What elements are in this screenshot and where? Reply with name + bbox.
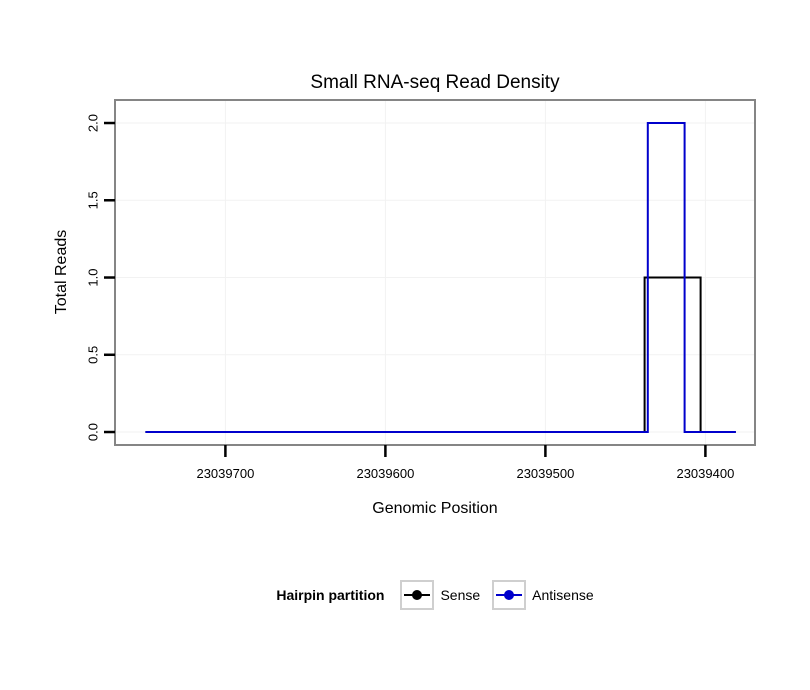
legend-label-sense: Sense xyxy=(440,587,481,603)
legend: Hairpin partition Sense Antisense xyxy=(115,578,755,612)
x-tick-label: 23039600 xyxy=(356,466,414,481)
legend-item-sense: Sense xyxy=(400,580,480,610)
legend-key-antisense xyxy=(492,580,527,610)
y-tick-label: 0.5 xyxy=(86,346,101,364)
legend-item-antisense: Antisense xyxy=(492,580,594,610)
x-tick-label: 23039500 xyxy=(516,466,574,481)
plot-border xyxy=(114,99,756,446)
y-tick-label: 1.0 xyxy=(86,268,101,286)
x-tick-label: 23039700 xyxy=(196,466,254,481)
antisense-line-dot-icon xyxy=(496,590,523,600)
legend-title: Hairpin partition xyxy=(276,587,385,603)
legend-label-antisense: Antisense xyxy=(532,587,594,603)
y-axis-label: Total Reads xyxy=(53,229,70,315)
y-tick-label: 1.5 xyxy=(86,191,101,209)
series-line-antisense xyxy=(145,122,736,433)
chart-title: Small RNA-seq Read Density xyxy=(310,72,560,93)
y-tick-label: 2.0 xyxy=(86,114,101,132)
y-tick-label: 0.0 xyxy=(86,423,101,441)
x-tick-label: 23039400 xyxy=(676,466,734,481)
x-axis-label: Genomic Position xyxy=(372,500,498,517)
legend-key-sense xyxy=(400,580,435,610)
sense-line-dot-icon xyxy=(404,590,431,600)
